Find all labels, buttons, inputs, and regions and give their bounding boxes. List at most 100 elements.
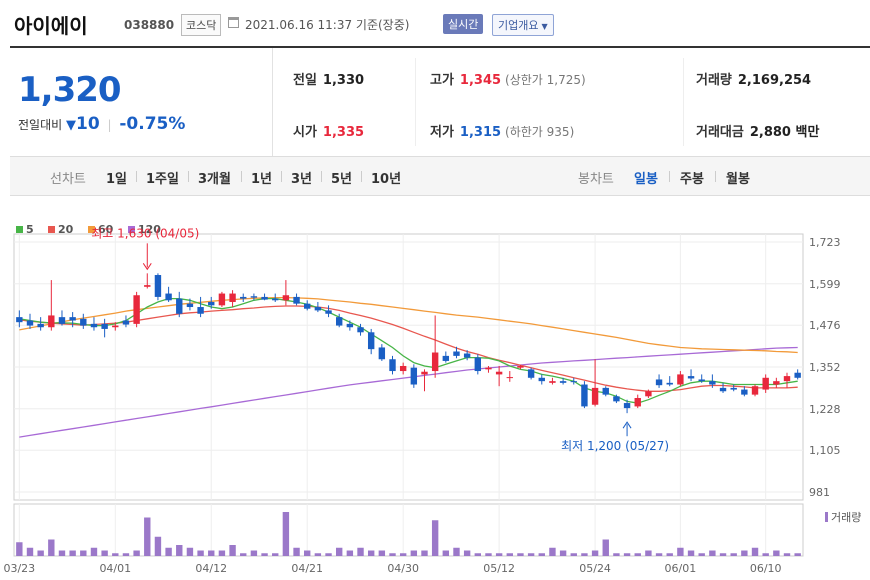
- candle-body: [272, 298, 279, 301]
- candle-body: [698, 379, 705, 382]
- period-separator: [188, 171, 189, 182]
- volume-bar: [570, 553, 577, 556]
- volume-bar: [410, 550, 418, 556]
- volume-bar: [176, 545, 183, 556]
- candle-chart-label[interactable]: 봉차트: [578, 172, 614, 187]
- volume-bar: [229, 545, 236, 556]
- open-cell: 시가 1,335: [293, 121, 364, 140]
- period-10y[interactable]: 10년: [371, 172, 402, 187]
- change-separator: |: [107, 118, 112, 132]
- candle-body: [389, 359, 396, 372]
- candle-weekly[interactable]: 주봉: [680, 172, 704, 187]
- x-tick-label: 06/10: [750, 562, 782, 575]
- volume-bar: [357, 547, 364, 556]
- ma120-line: [19, 346, 798, 438]
- period-1d[interactable]: 1일: [106, 172, 128, 187]
- candlestick-chart[interactable]: 1,723 1,599 1,476 1,352 1,228 1,105 981 03/23 04…: [0, 210, 870, 580]
- candle-body: [581, 384, 588, 407]
- x-tick-label: 03/23: [3, 562, 35, 575]
- y-tick-label: 1,599: [809, 278, 841, 291]
- volume-bar: [762, 553, 769, 556]
- volume-bar: [794, 553, 801, 556]
- volume-bar: [442, 550, 450, 556]
- volume-legend-label: 거래량: [831, 511, 861, 524]
- volume-bar: [581, 553, 588, 556]
- candle-body: [240, 296, 247, 299]
- candle-body: [26, 320, 34, 326]
- amount-cell: 거래대금 2,880 백만: [696, 121, 819, 140]
- high-annotation: 최고 1,630 (04/05): [91, 226, 199, 240]
- x-tick-label: 05/24: [579, 562, 611, 575]
- open-label: 시가: [293, 125, 317, 140]
- period-separator: [361, 171, 362, 182]
- volume-bar: [154, 536, 162, 556]
- company-overview-button[interactable]: 기업개요 ▼: [492, 14, 554, 36]
- realtime-button[interactable]: 실시간: [443, 14, 484, 34]
- candle-body: [90, 323, 98, 328]
- candle-body: [197, 307, 204, 314]
- y-tick-label: 981: [809, 486, 830, 499]
- candle-body: [655, 379, 663, 386]
- amount-label: 거래대금: [696, 125, 744, 140]
- candle-body: [677, 374, 684, 385]
- volume-bar: [367, 550, 375, 556]
- candle-monthly[interactable]: 월봉: [726, 172, 750, 187]
- candle-body: [485, 367, 492, 370]
- prev-close-label: 전일: [293, 73, 317, 88]
- period-3m[interactable]: 3개월: [198, 172, 231, 187]
- candle-body: [602, 387, 609, 395]
- volume-bar: [623, 553, 631, 556]
- volume-bar: [144, 517, 151, 556]
- volume-bar: [506, 553, 513, 556]
- y-tick-label: 1,352: [809, 361, 841, 374]
- candle-body: [133, 295, 140, 324]
- overview-label: 기업개요: [498, 19, 539, 32]
- volume-bar: [730, 553, 737, 556]
- candle-body: [719, 387, 727, 392]
- amount-value: 2,880 백만: [749, 125, 820, 140]
- volume-bar: [474, 553, 482, 556]
- x-tick-label: 04/12: [195, 562, 227, 575]
- volume-bar: [719, 553, 727, 556]
- legend-swatch: [16, 226, 23, 233]
- candle-body: [261, 296, 268, 300]
- prev-close-value: 1,330: [322, 73, 365, 88]
- period-1y[interactable]: 1년: [251, 172, 273, 187]
- candle-body: [357, 327, 364, 333]
- volume-bar: [389, 553, 396, 556]
- quote-datetime: 2021.06.16 11:37 기준(장중): [245, 18, 410, 32]
- volume-bar: [463, 550, 471, 556]
- volume-bar: [431, 520, 439, 556]
- candle-daily[interactable]: 일봉: [634, 172, 658, 187]
- legend-swatch: [128, 226, 135, 233]
- candle-body: [613, 396, 620, 402]
- candle-body: [399, 365, 407, 372]
- y-tick-label: 1,723: [809, 236, 841, 249]
- period-5y[interactable]: 5년: [331, 172, 353, 187]
- candle-body: [250, 296, 258, 298]
- high-value: 1,345: [459, 73, 502, 88]
- candle-body: [730, 387, 737, 390]
- candle-body: [559, 381, 567, 383]
- candle-body: [186, 303, 194, 308]
- candle-body: [58, 317, 66, 324]
- candle-body: [410, 367, 418, 385]
- legend-swatch: [48, 226, 55, 233]
- line-chart-label[interactable]: 선차트: [50, 172, 86, 187]
- candle-body: [122, 320, 130, 325]
- candle-body: [431, 352, 439, 372]
- volume-bar: [197, 550, 204, 556]
- period-1w[interactable]: 1주일: [146, 172, 179, 187]
- volume-bar: [666, 553, 673, 556]
- volume-bar: [325, 553, 332, 556]
- volume-bar: [48, 539, 55, 556]
- period-3y[interactable]: 3년: [291, 172, 313, 187]
- current-price-block: 1,320 전일대비 ▼10 | -0.75%: [10, 48, 273, 156]
- candle-body: [687, 376, 695, 379]
- market-badge: 코스닥: [181, 14, 222, 36]
- candle-body: [463, 353, 471, 358]
- volume-bar: [517, 553, 524, 556]
- volume-label: 거래량: [696, 73, 732, 88]
- candle-body: [325, 310, 332, 314]
- candle-body: [304, 303, 311, 309]
